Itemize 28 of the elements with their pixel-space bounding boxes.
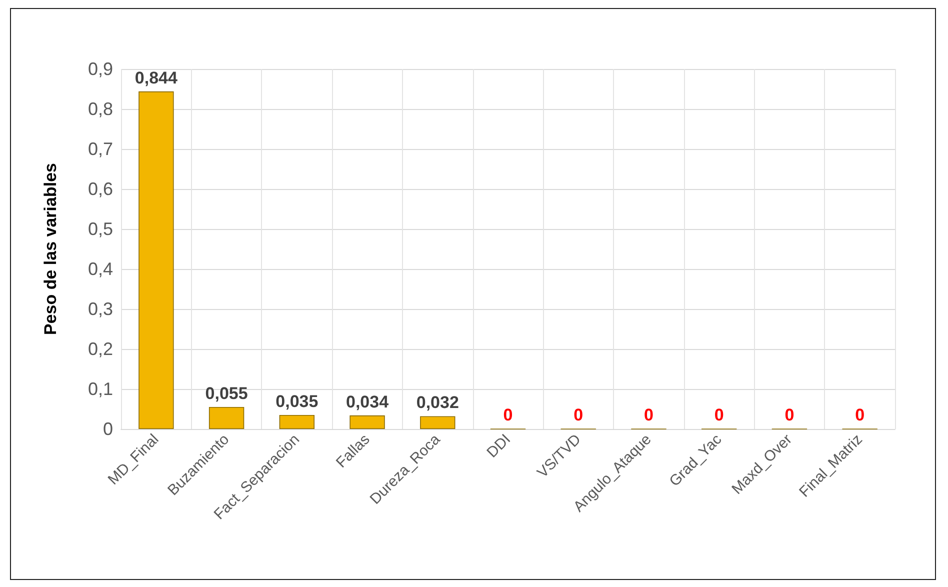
y-tick-label: 0,7 — [88, 139, 113, 159]
bar — [138, 91, 174, 429]
data-label: 0,032 — [416, 393, 459, 412]
data-label: 0 — [784, 406, 794, 425]
bar — [350, 415, 385, 429]
x-tick-label: DDI — [484, 430, 514, 462]
data-label: 0,844 — [134, 68, 178, 88]
y-tick-label: 0,8 — [88, 99, 113, 119]
bar — [208, 407, 244, 429]
data-label: 0,035 — [276, 392, 318, 411]
y-tick-label: 0,1 — [88, 379, 113, 399]
data-label: 0 — [503, 406, 513, 425]
bar — [420, 416, 456, 429]
y-tick-label: 0 — [102, 419, 113, 439]
data-label: 0 — [644, 406, 654, 425]
y-axis-title: Peso de las variables — [41, 163, 60, 335]
y-tick-label: 0,9 — [88, 59, 113, 79]
y-tick-label: 0,5 — [88, 219, 113, 239]
bar — [279, 415, 314, 429]
y-tick-label: 0,3 — [88, 299, 113, 319]
data-label: 0 — [714, 406, 724, 425]
data-label: 0,034 — [346, 392, 390, 412]
data-label: 0 — [855, 406, 865, 425]
data-label: 0,055 — [205, 384, 248, 403]
y-tick-label: 0,4 — [88, 259, 113, 279]
data-label: 0 — [574, 406, 584, 425]
y-tick-label: 0,6 — [88, 179, 113, 199]
y-tick-label: 0,2 — [88, 339, 113, 359]
